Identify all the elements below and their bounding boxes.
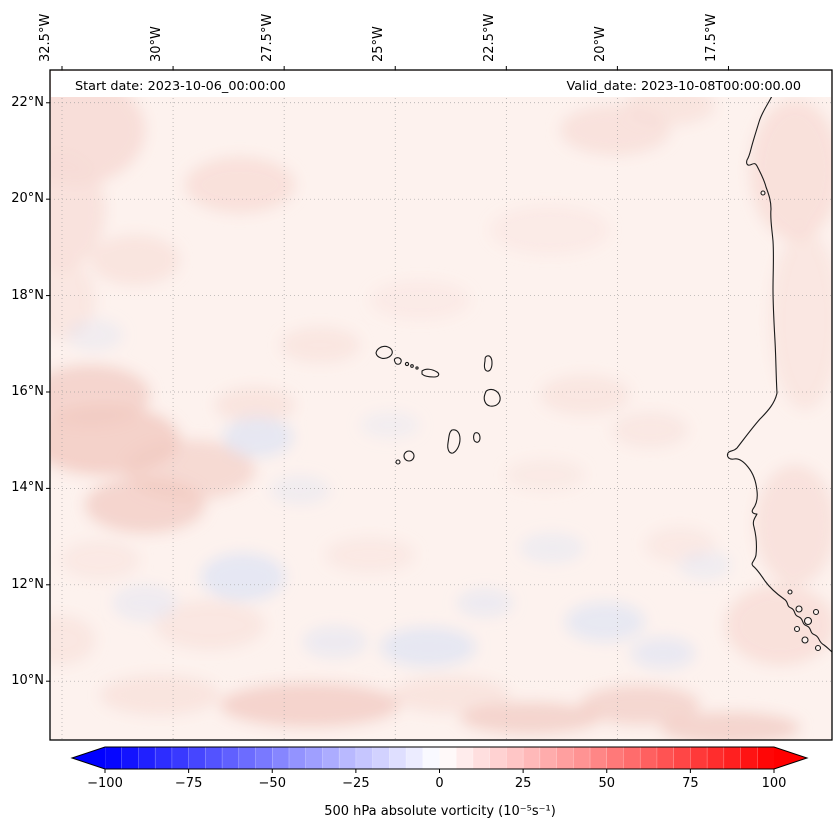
- longitude-tick-label: 20°W: [593, 26, 609, 62]
- island-fogo: [403, 450, 415, 462]
- colorbar-segment: [221, 746, 240, 770]
- colorbar: [70, 746, 809, 773]
- colorbar-segment: [171, 746, 190, 770]
- colorbar-segment: [455, 746, 474, 770]
- latitude-tick-label: 12°N: [11, 576, 44, 592]
- latitude-tick-label: 22°N: [11, 94, 44, 110]
- colorbar-segment: [706, 746, 725, 770]
- colorbar-segment: [539, 746, 558, 770]
- longitude-tick-label: 30°W: [149, 26, 165, 62]
- colorbar-segment: [389, 746, 407, 770]
- island-santiago: [447, 429, 461, 454]
- islet-raso: [415, 366, 419, 370]
- colorbar-segment: [322, 746, 340, 770]
- colorbar-segment: [205, 746, 223, 770]
- island-bijagos-2: [795, 605, 803, 613]
- island-sao-nicolau: [421, 368, 440, 378]
- island-boa-vista: [483, 388, 501, 407]
- longitude-tick-label: 27.5°W: [260, 13, 276, 62]
- latitude-tick-label: 14°N: [11, 480, 44, 496]
- longitude-tick-label: 32.5°W: [37, 13, 53, 62]
- colorbar-tick-label: 100: [761, 776, 787, 791]
- colorbar-segment: [489, 746, 507, 770]
- colorbar-tick-label: −25: [342, 776, 370, 791]
- island-bijagos-4: [793, 625, 801, 633]
- colorbar-segment: [506, 746, 524, 770]
- colorbar-segment: [656, 746, 675, 770]
- colorbar-tick-label: −50: [258, 776, 286, 791]
- colorbar-segment: [723, 746, 742, 770]
- colorbar-segment: [305, 746, 323, 770]
- colorbar-segment: [573, 746, 591, 770]
- colorbar-tick-label: 0: [435, 776, 444, 791]
- colorbar-segment: [606, 746, 625, 770]
- colorbar-segment: [338, 746, 357, 770]
- axis-tick-marks: [46, 66, 729, 682]
- island-bijagos-3: [803, 616, 813, 626]
- colorbar-extend-left: [72, 747, 105, 769]
- colorbar-tick-label: −100: [87, 776, 123, 791]
- colorbar-tick-label: 75: [682, 776, 699, 791]
- colorbar-segment: [272, 746, 290, 770]
- longitude-tick-label: 25°W: [371, 26, 387, 62]
- colorbar-segment: [556, 746, 574, 770]
- colorbar-segment: [154, 746, 173, 770]
- island-sao-vicente: [393, 357, 402, 365]
- island-tidra: [760, 190, 766, 196]
- colorbar-segment: [472, 746, 491, 770]
- latitude-tick-label: 16°N: [11, 383, 44, 399]
- map-frame: [49, 69, 833, 741]
- latitude-tick-label: 18°N: [11, 287, 44, 303]
- start-date-label: Start date: 2023-10-06_00:00:00: [72, 79, 289, 95]
- island-maio: [473, 432, 481, 443]
- island-santo-antao: [375, 345, 393, 359]
- colorbar-segment: [422, 746, 441, 770]
- island-bijagos-1: [787, 589, 793, 595]
- island-brava: [395, 459, 401, 465]
- colorbar-label: 500 hPa absolute vorticity (10⁻⁵s⁻¹): [324, 804, 556, 819]
- colorbar-segment: [639, 746, 658, 770]
- vorticity-field-shading: [50, 75, 832, 740]
- colorbar-segment: [138, 746, 156, 770]
- colorbar-segment: [288, 746, 307, 770]
- colorbar-segment: [439, 746, 457, 770]
- colorbar-segment: [238, 746, 257, 770]
- colorbar-segment: [355, 746, 374, 770]
- colorbar-segment: [690, 746, 708, 770]
- latitude-tick-label: 10°N: [11, 673, 44, 689]
- coastal-islands: [760, 190, 822, 652]
- colorbar-tick-label: −75: [174, 776, 203, 791]
- island-bijagos-7: [814, 644, 822, 652]
- longitude-tick-label: 17.5°W: [704, 13, 720, 62]
- island-bijagos-5: [812, 608, 820, 616]
- colorbar-tick-label: 25: [514, 776, 532, 791]
- colorbar-segment: [372, 746, 390, 770]
- coastlines: [375, 95, 832, 653]
- colorbar-segment: [673, 746, 691, 770]
- colorbar-segment: [589, 746, 608, 770]
- africa-coastline: [726, 95, 832, 653]
- colorbar-segment: [740, 746, 758, 770]
- cape-verde-islands: [375, 345, 501, 465]
- valid-date-label: Valid_date: 2023-10-08T00:00:00.00: [563, 79, 804, 95]
- colorbar-segment: [188, 746, 206, 770]
- colorbar-segment: [255, 746, 273, 770]
- island-bijagos-6: [801, 636, 809, 644]
- longitude-tick-label: 22.5°W: [482, 13, 498, 62]
- colorbar-segment: [104, 746, 123, 770]
- colorbar-extend-right: [774, 747, 807, 769]
- island-santa-luzia: [404, 361, 410, 367]
- colorbar-segment: [522, 746, 541, 770]
- colorbar-tick-label: 50: [598, 776, 616, 791]
- islet-branco: [410, 364, 414, 368]
- colorbar-segment: [405, 746, 424, 770]
- colorbar-segment: [121, 746, 139, 770]
- colorbar-segment: [623, 746, 641, 770]
- island-sal: [483, 355, 493, 372]
- latitude-tick-label: 20°N: [11, 191, 44, 207]
- colorbar-segment: [757, 746, 775, 770]
